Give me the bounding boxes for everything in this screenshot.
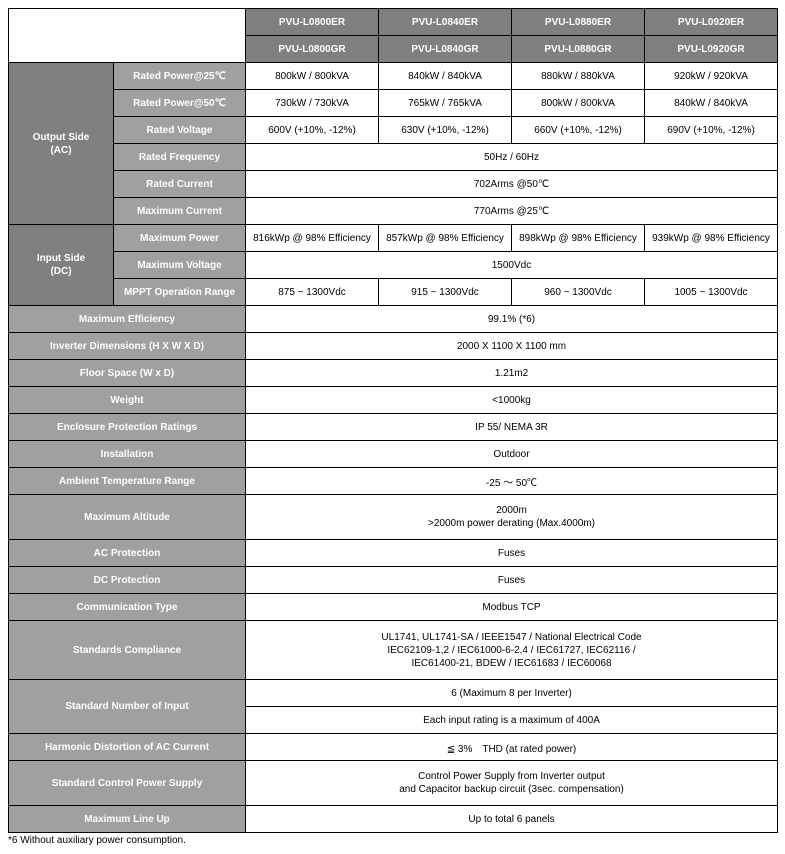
rv-0: 600V (+10%, -12%) <box>246 117 379 144</box>
wide-value: Up to total 6 panels <box>246 806 778 833</box>
wide-label: Maximum Altitude <box>9 495 246 540</box>
wide-value: -25 ～ 50℃ <box>246 468 778 495</box>
mc-label: Maximum Current <box>114 198 246 225</box>
model-er-2: PVU-L0880ER <box>512 9 645 36</box>
wide-label: Harmonic Distortion of AC Current <box>9 734 246 761</box>
rp50-label: Rated Power@50℃ <box>114 90 246 117</box>
mor-2: 960 ~ 1300Vdc <box>512 279 645 306</box>
rv-label: Rated Voltage <box>114 117 246 144</box>
wide-value: Control Power Supply from Inverter outpu… <box>246 761 778 806</box>
rc-label: Rated Current <box>114 171 246 198</box>
wide-value: Fuses <box>246 567 778 594</box>
wide-value: 1.21m2 <box>246 360 778 387</box>
wide-value: 99.1% (*6) <box>246 306 778 333</box>
wide-label: Maximum Line Up <box>9 806 246 833</box>
rp25-2: 880kW / 880kVA <box>512 63 645 90</box>
wide-value: Modbus TCP <box>246 594 778 621</box>
rp25-1: 840kW / 840kVA <box>379 63 512 90</box>
model-er-0: PVU-L0800ER <box>246 9 379 36</box>
model-gr-1: PVU-L0840GR <box>379 36 512 63</box>
wide-label: AC Protection <box>9 540 246 567</box>
mp-2: 898kWp @ 98% Efficiency <box>512 225 645 252</box>
mor-0: 875 ~ 1300Vdc <box>246 279 379 306</box>
wide-label: Inverter Dimensions (H X W X D) <box>9 333 246 360</box>
wide-label: Maximum Efficiency <box>9 306 246 333</box>
mp-3: 939kWp @ 98% Efficiency <box>645 225 778 252</box>
model-er-3: PVU-L0920ER <box>645 9 778 36</box>
rv-3: 690V (+10%, -12%) <box>645 117 778 144</box>
wide-label: Standard Control Power Supply <box>9 761 246 806</box>
wide-label: Standards Compliance <box>9 621 246 680</box>
rc-val: 702Arms @50℃ <box>246 171 778 198</box>
mp-label: Maximum Power <box>114 225 246 252</box>
footnote: *6 Without auxiliary power consumption. <box>8 835 777 846</box>
rp25-label: Rated Power@25℃ <box>114 63 246 90</box>
input-side-title: Input Side(DC) <box>9 225 114 306</box>
rf-label: Rated Frequency <box>114 144 246 171</box>
wide-value: 2000m>2000m power derating (Max.4000m) <box>246 495 778 540</box>
stdinput-v1: 6 (Maximum 8 per Inverter) <box>246 680 778 707</box>
rp50-1: 765kW / 765kVA <box>379 90 512 117</box>
wide-label: Floor Space (W x D) <box>9 360 246 387</box>
mp-0: 816kWp @ 98% Efficiency <box>246 225 379 252</box>
mor-3: 1005 ~ 1300Vdc <box>645 279 778 306</box>
stdinput-label: Standard Number of Input <box>9 680 246 734</box>
mp-1: 857kWp @ 98% Efficiency <box>379 225 512 252</box>
model-gr-0: PVU-L0800GR <box>246 36 379 63</box>
wide-value: Fuses <box>246 540 778 567</box>
rp50-0: 730kW / 730kVA <box>246 90 379 117</box>
wide-label: Enclosure Protection Ratings <box>9 414 246 441</box>
mor-1: 915 ~ 1300Vdc <box>379 279 512 306</box>
wide-label: Weight <box>9 387 246 414</box>
spec-table: PVU-L0800ER PVU-L0840ER PVU-L0880ER PVU-… <box>8 8 778 833</box>
wide-label: DC Protection <box>9 567 246 594</box>
rv-1: 630V (+10%, -12%) <box>379 117 512 144</box>
output-side-title: Output Side(AC) <box>9 63 114 225</box>
mv-label: Maximum Voltage <box>114 252 246 279</box>
mc-val: 770Arms @25℃ <box>246 198 778 225</box>
rp25-0: 800kW / 800kVA <box>246 63 379 90</box>
mv-val: 1500Vdc <box>246 252 778 279</box>
wide-value: 2000 X 1100 X 1100 mm <box>246 333 778 360</box>
model-gr-3: PVU-L0920GR <box>645 36 778 63</box>
rf-val: 50Hz / 60Hz <box>246 144 778 171</box>
rp50-2: 800kW / 800kVA <box>512 90 645 117</box>
rp25-3: 920kW / 920kVA <box>645 63 778 90</box>
wide-value: <1000kg <box>246 387 778 414</box>
model-gr-2: PVU-L0880GR <box>512 36 645 63</box>
mor-label: MPPT Operation Range <box>114 279 246 306</box>
rp50-3: 840kW / 840kVA <box>645 90 778 117</box>
wide-label: Ambient Temperature Range <box>9 468 246 495</box>
wide-value: Outdoor <box>246 441 778 468</box>
wide-label: Installation <box>9 441 246 468</box>
wide-value: IP 55/ NEMA 3R <box>246 414 778 441</box>
model-er-1: PVU-L0840ER <box>379 9 512 36</box>
stdinput-v2: Each input rating is a maximum of 400A <box>246 707 778 734</box>
wide-label: Communication Type <box>9 594 246 621</box>
rv-2: 660V (+10%, -12%) <box>512 117 645 144</box>
wide-value: UL1741, UL1741-SA / IEEE1547 / National … <box>246 621 778 680</box>
blank-corner <box>9 9 246 63</box>
wide-value: ≦ 3% THD (at rated power) <box>246 734 778 761</box>
